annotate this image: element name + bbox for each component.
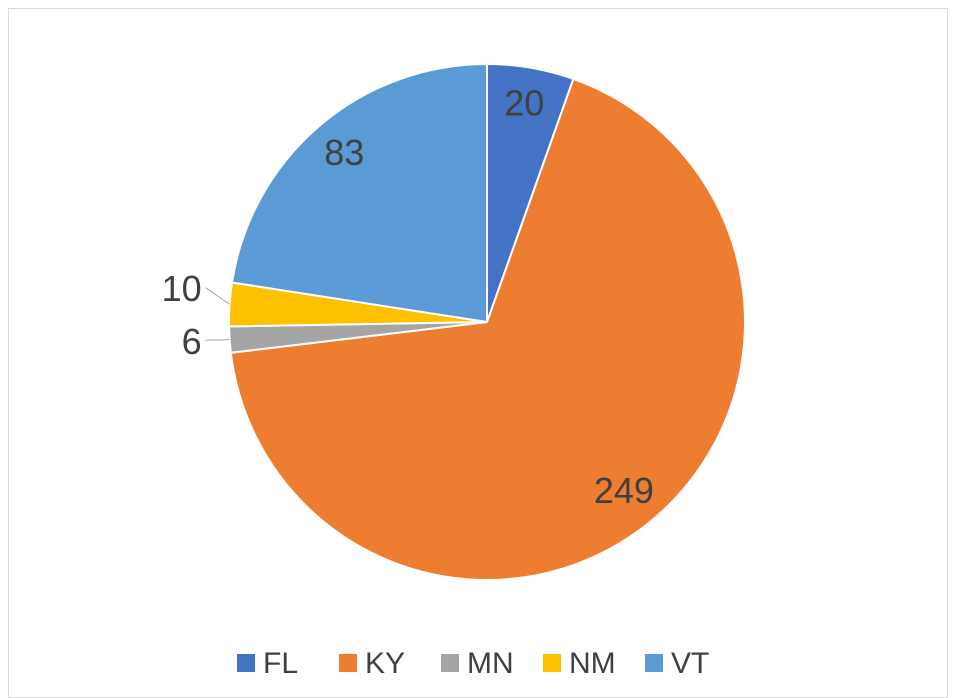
legend-label: NM xyxy=(569,647,616,680)
legend-label: VT xyxy=(671,647,709,680)
data-label: 20 xyxy=(504,82,544,123)
legend-swatch xyxy=(441,654,459,672)
pie-slice xyxy=(229,77,746,581)
legend-label: MN xyxy=(467,647,514,680)
legend-label: KY xyxy=(365,647,405,680)
data-label: 83 xyxy=(324,132,364,173)
data-label: 249 xyxy=(594,470,654,511)
legend-label: FL xyxy=(263,647,298,680)
pie-slice xyxy=(230,62,488,324)
legend-swatch xyxy=(339,654,357,672)
data-label: 6 xyxy=(182,321,202,362)
legend-swatch xyxy=(237,654,255,672)
leader-line xyxy=(205,287,230,305)
legend-swatch xyxy=(645,654,663,672)
leader-line xyxy=(205,339,230,341)
data-label: 10 xyxy=(162,268,202,309)
legend-swatch xyxy=(543,654,561,672)
